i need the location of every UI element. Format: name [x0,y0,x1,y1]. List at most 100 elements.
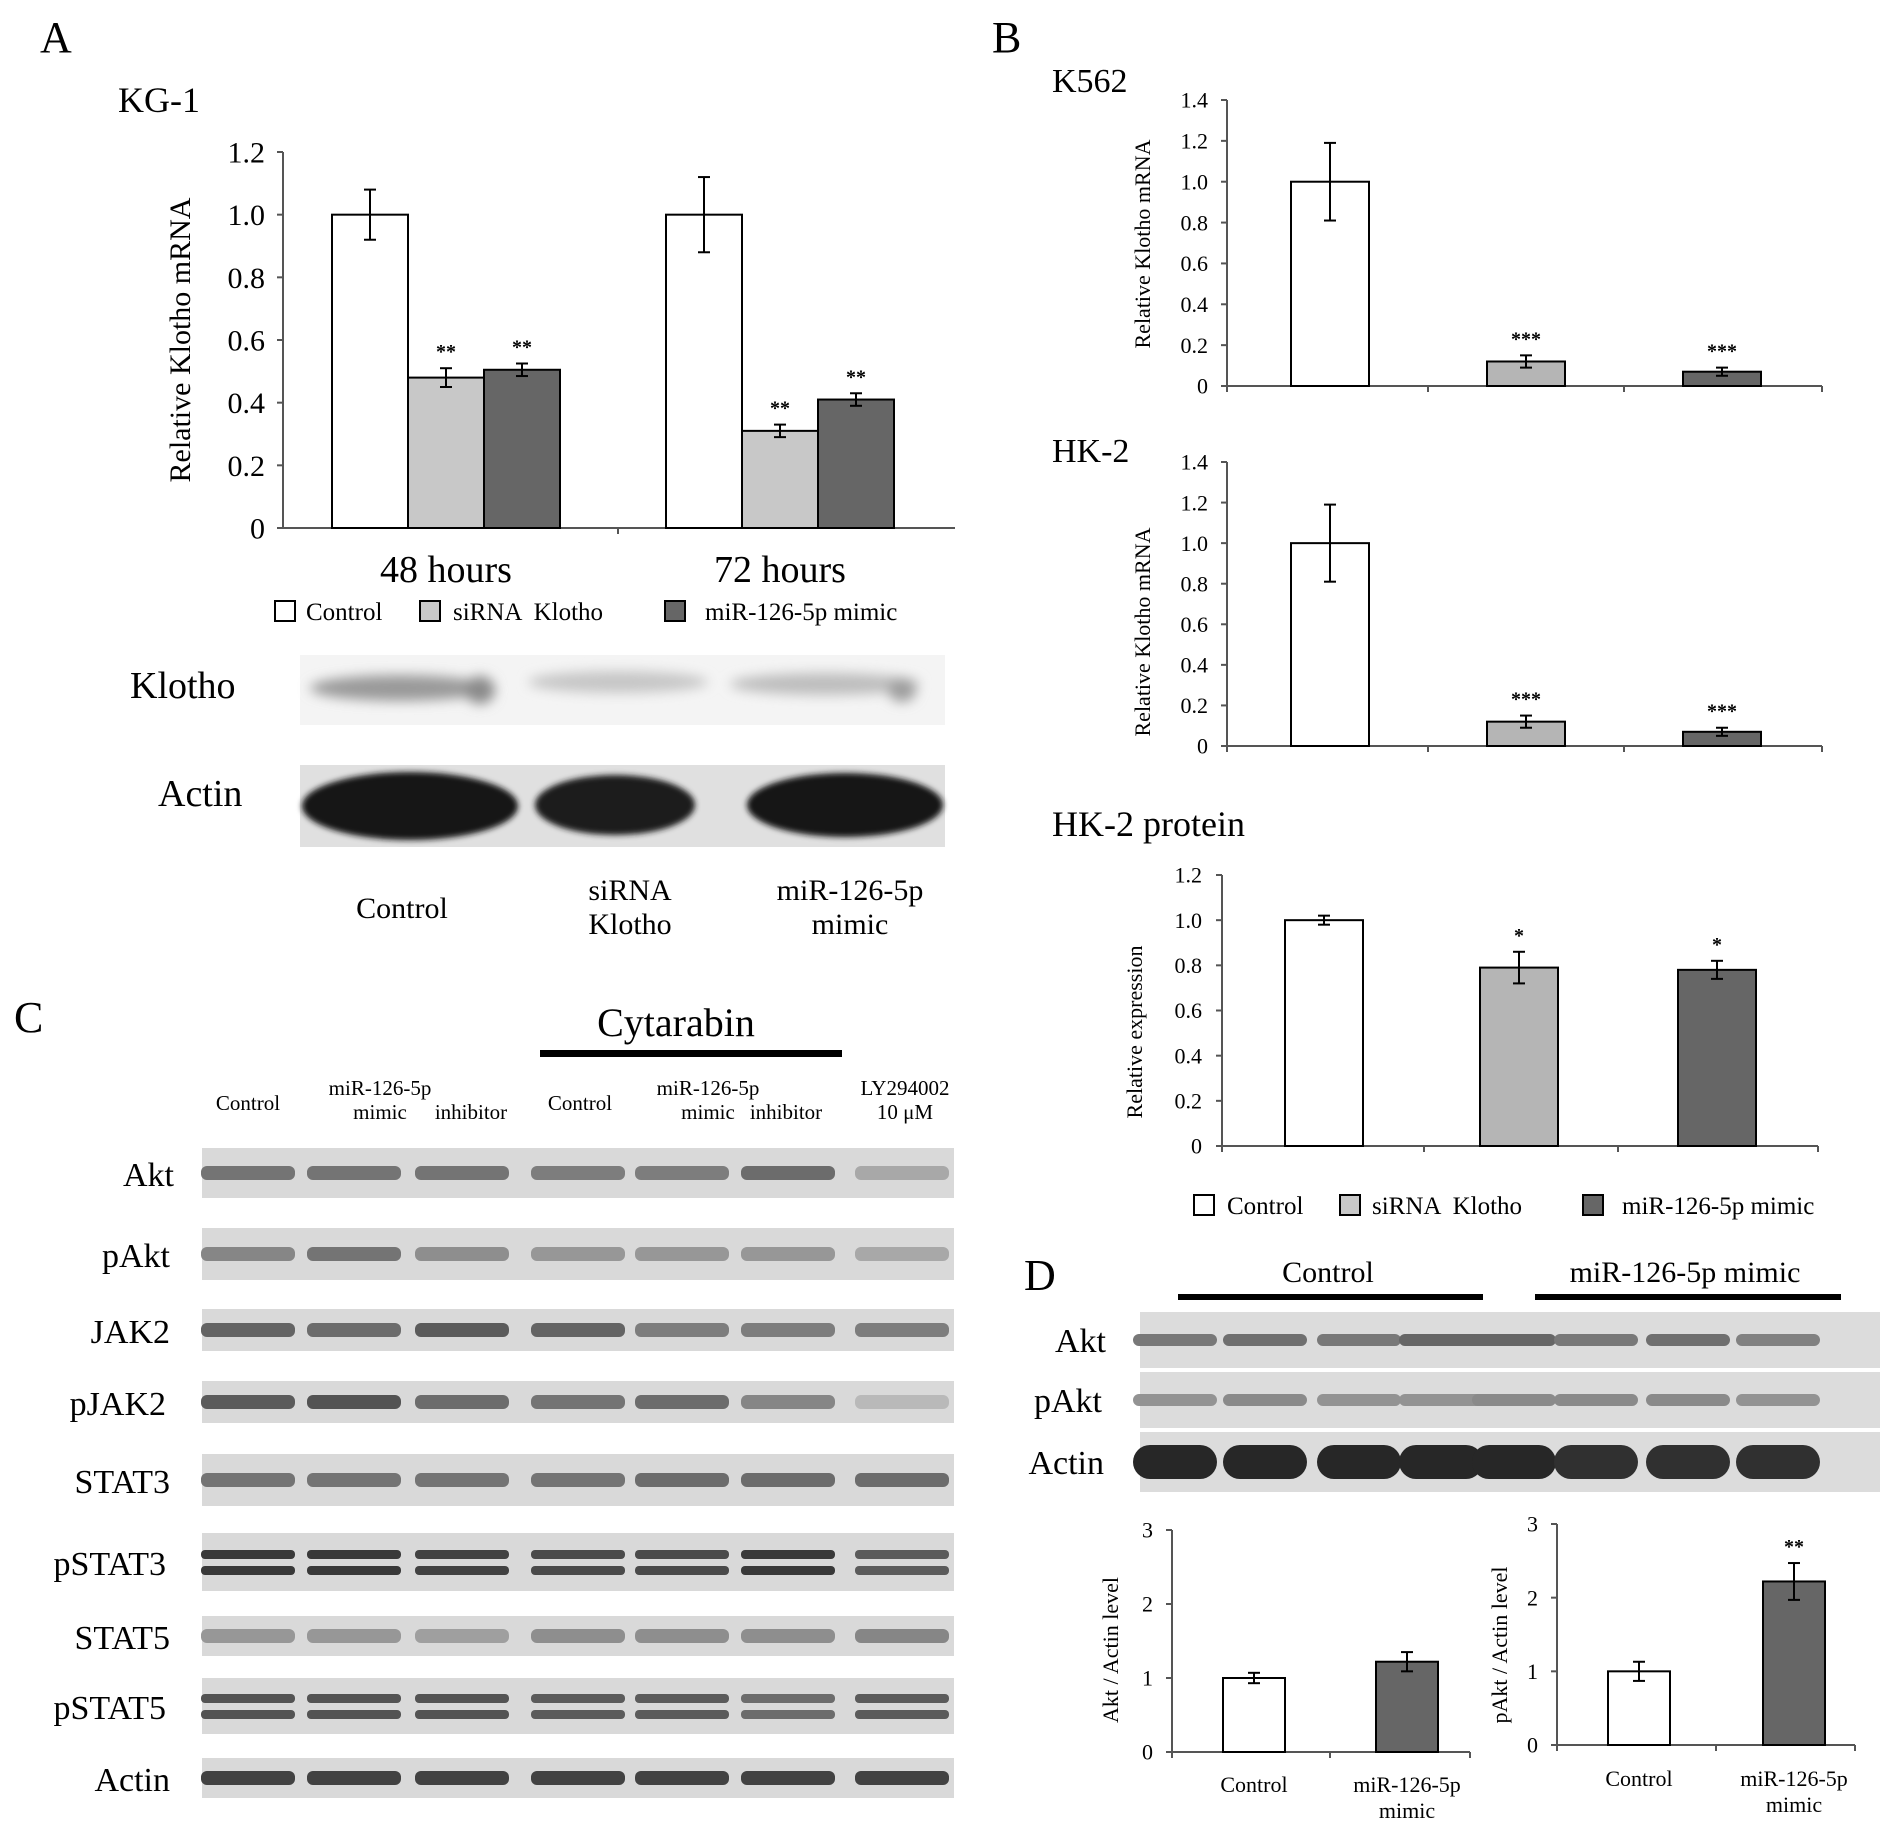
x-category-label: Control [1220,1772,1287,1797]
y-tick-label: 1.0 [1181,169,1209,194]
blot-c-band [307,1566,401,1575]
blot-c-band [415,1247,509,1261]
blot-c-band [741,1629,835,1643]
blot-d-band [1736,1394,1820,1406]
blot-d-band [1646,1394,1730,1406]
blot-c-band [415,1323,509,1337]
x-category-label: miR-126-5p mimic [1740,1766,1848,1817]
blot-d-row-label: pAkt [1034,1383,1103,1420]
blot-d-row-label: Akt [1055,1323,1107,1360]
significance-label: ** [770,398,790,420]
blot-c-band [531,1771,625,1785]
blot-a-actin-bands [302,772,943,840]
y-tick-label: 0.8 [1181,210,1209,235]
significance-label: ** [1784,1536,1804,1558]
blot-c-band [201,1694,295,1703]
legend-b: Control siRNA Klotho miR-126-5p mimic [1193,1193,1814,1220]
panel-label-c: C [14,993,43,1042]
legend-b-swatch-sirna [1339,1194,1361,1216]
significance-label: * [1712,934,1722,956]
blot-c-band [635,1629,729,1643]
blot-c-band [855,1247,949,1261]
chart-k562: K562 Relative Klotho mRNA 0 0.2 0.4 0.6 0.8 1.0… [1052,63,1823,399]
blot-c-row-label: STAT3 [74,1464,170,1501]
blot-c-row-label: pAkt [102,1238,171,1275]
blot-c-lane-label-5: miR-126-5p mimic [657,1076,760,1124]
blot-d-band [1317,1394,1401,1406]
blot-c-band [741,1550,835,1559]
blot-c-band [201,1323,295,1337]
blot-c-strip [202,1533,954,1591]
blot-c-band [741,1247,835,1261]
blot-c-row-label: JAK2 [91,1314,170,1351]
y-tick-label: 0.2 [1175,1089,1203,1114]
y-tick-label: 1.2 [1181,490,1209,515]
legend-b-swatch-mimic [1582,1194,1604,1216]
blot-c-band [307,1629,401,1643]
blot-d-band [1223,1394,1307,1406]
blot-c-band [635,1166,729,1180]
blot-c-band [531,1395,625,1409]
blot-c-row-label: pSTAT3 [53,1546,166,1583]
blot-c-band [741,1395,835,1409]
y-tick-label: 1 [1142,1666,1153,1691]
blot-c-band [741,1771,835,1785]
legend-a-swatch-control [274,600,296,622]
y-tick-label: 0 [1527,1733,1538,1758]
blot-a-klotho-band-1b [465,676,495,704]
blot-a-lane-label-1: Control [356,892,448,925]
blot-a: Klotho Actin Control siRNA Klotho miR-126… [130,655,945,941]
blot-c-band [741,1323,835,1337]
blot-c-lane-label-4: Control [548,1091,612,1115]
y-tick-label: 1.4 [1181,450,1209,475]
significance-label: *** [1511,689,1541,711]
blot-c-band [741,1710,835,1719]
blot-c-row-label: STAT5 [74,1620,170,1657]
blot-c-band [415,1395,509,1409]
y-tick-label: 0.6 [228,325,266,358]
blot-d-band [1317,1334,1401,1346]
blot-a-lane-label-2: siRNA Klotho [588,874,672,941]
blot-c-band [635,1247,729,1261]
legend-a: Control siRNA Klotho miR-126-5p mimic [274,599,897,626]
blot-c-band [741,1473,835,1487]
blot-d-row-label: Actin [1028,1445,1104,1482]
blot-c-strip [202,1678,954,1734]
blot-c-band [307,1395,401,1409]
blot-a-row-label-actin: Actin [158,773,242,815]
y-tick-label: 1.2 [1175,863,1203,888]
blot-c-band [855,1629,949,1643]
legend-a-label-mimic: miR-126-5p mimic [705,599,897,626]
significance-label: *** [1707,701,1737,723]
blot-c-band [201,1166,295,1180]
blot-c-band [531,1710,625,1719]
blot-a-lane-labels: Control siRNA Klotho miR-126-5p mimic [356,874,923,941]
blot-c-band [415,1550,509,1559]
blot-c-band [201,1771,295,1785]
x-category-label: Control [1605,1766,1672,1791]
blot-c-band [635,1566,729,1575]
blot-c-row-label: pSTAT5 [53,1690,166,1727]
blot-c-band [741,1694,835,1703]
chart-title: K562 [1052,63,1128,100]
blot-c-band [855,1166,949,1180]
blot-c-band [855,1566,949,1575]
y-tick-label: 0 [1197,374,1208,399]
blot-d: Control miR-126-5p mimic Akt pAkt Actin [1028,1256,1880,1492]
significance-label: *** [1707,341,1737,363]
blot-c-row-label: pJAK2 [70,1386,166,1423]
blot-c-band [531,1694,625,1703]
blot-a-lane-label-3: miR-126-5p mimic [777,874,924,941]
blot-d-band [1472,1334,1556,1346]
y-tick-label: 0.2 [228,450,266,483]
bar [1479,966,1559,1148]
bar [1607,1670,1671,1747]
blot-c-band [307,1473,401,1487]
blot-c-band [855,1550,949,1559]
blot-a-klotho-band-3b [888,678,916,702]
blot-c-band [635,1550,729,1559]
bar [1486,720,1566,748]
y-tick-label: 3 [1142,1518,1153,1543]
blot-d-band [1554,1445,1638,1479]
blot-c-band [531,1550,625,1559]
